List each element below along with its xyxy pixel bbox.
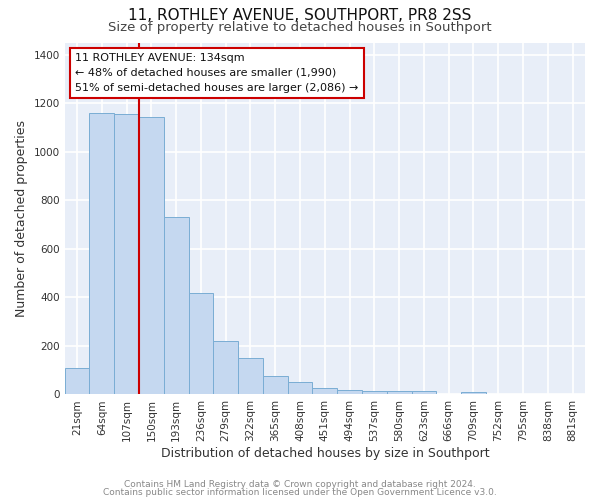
Bar bbox=[214, 341, 238, 394]
Text: Size of property relative to detached houses in Southport: Size of property relative to detached ho… bbox=[108, 21, 492, 34]
Text: Contains public sector information licensed under the Open Government Licence v3: Contains public sector information licen… bbox=[103, 488, 497, 497]
Bar bbox=[387, 391, 412, 394]
Bar bbox=[89, 113, 114, 394]
Y-axis label: Number of detached properties: Number of detached properties bbox=[15, 120, 28, 317]
Bar bbox=[263, 376, 287, 394]
Bar bbox=[287, 382, 313, 394]
Bar bbox=[337, 390, 362, 394]
Text: 11 ROTHLEY AVENUE: 134sqm
← 48% of detached houses are smaller (1,990)
51% of se: 11 ROTHLEY AVENUE: 134sqm ← 48% of detac… bbox=[75, 53, 358, 92]
Bar bbox=[313, 388, 337, 394]
Bar bbox=[412, 391, 436, 394]
Text: 11, ROTHLEY AVENUE, SOUTHPORT, PR8 2SS: 11, ROTHLEY AVENUE, SOUTHPORT, PR8 2SS bbox=[128, 8, 472, 22]
Bar bbox=[188, 292, 214, 394]
Bar bbox=[238, 358, 263, 395]
Bar bbox=[139, 116, 164, 394]
Bar bbox=[65, 368, 89, 394]
Bar bbox=[164, 218, 188, 394]
X-axis label: Distribution of detached houses by size in Southport: Distribution of detached houses by size … bbox=[161, 447, 489, 460]
Text: Contains HM Land Registry data © Crown copyright and database right 2024.: Contains HM Land Registry data © Crown c… bbox=[124, 480, 476, 489]
Bar bbox=[362, 391, 387, 394]
Bar bbox=[461, 392, 486, 394]
Bar bbox=[114, 114, 139, 394]
